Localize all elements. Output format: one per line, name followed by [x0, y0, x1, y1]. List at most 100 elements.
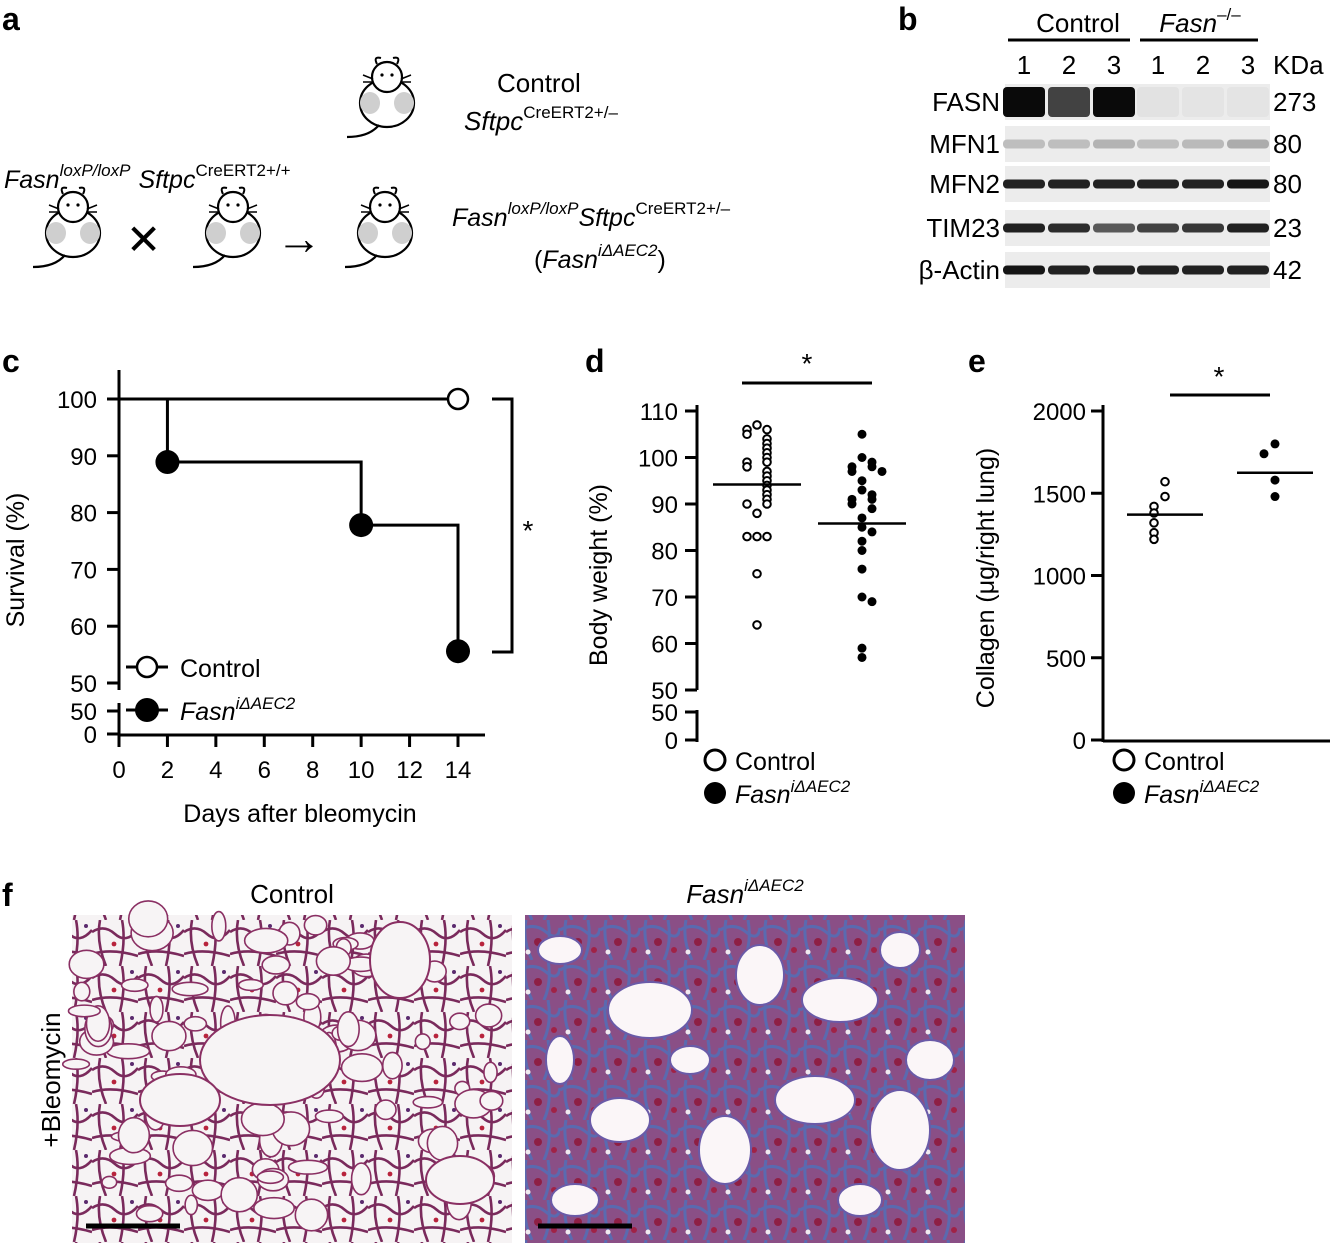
blot-band — [1048, 265, 1090, 275]
data-point — [742, 531, 752, 542]
lane-number: 3 — [1241, 50, 1255, 80]
y-tick-label: 50 — [70, 699, 97, 726]
alveolus — [61, 1058, 91, 1071]
legend-marker-open — [135, 655, 159, 679]
x-tick-label: 14 — [445, 757, 472, 784]
blot-band — [1003, 87, 1045, 117]
data-point — [847, 499, 857, 509]
alveolus — [68, 949, 105, 980]
data-point — [1160, 491, 1170, 502]
legend-label: FasniΔAEC2 — [735, 777, 851, 809]
airspace — [669, 1045, 711, 1075]
legend-label: Control — [1144, 748, 1225, 776]
data-point — [1270, 492, 1280, 502]
data-point — [1270, 475, 1280, 485]
blot-band — [1182, 265, 1224, 275]
blot-band — [1182, 223, 1224, 233]
airway — [199, 1014, 341, 1106]
protein-label: MFN2 — [929, 169, 1000, 199]
data-point — [1160, 476, 1170, 487]
significance-bracket — [492, 397, 514, 654]
airspace — [837, 1183, 883, 1217]
alveolus — [448, 1012, 471, 1031]
blot-band — [1003, 223, 1045, 233]
panel-e-letter: e — [968, 343, 986, 379]
data-point — [1259, 449, 1269, 459]
y-tick-label: 50 — [651, 678, 678, 705]
alveolus — [151, 1020, 187, 1052]
survival-marker — [155, 450, 180, 475]
data-point — [857, 592, 867, 602]
survival-marker — [446, 639, 470, 664]
parent2-sup: CreERT2+/+ — [195, 161, 290, 180]
alveolus — [172, 1129, 214, 1167]
lane-number: 2 — [1062, 50, 1076, 80]
alveolus — [253, 1196, 296, 1220]
data-point — [742, 462, 752, 472]
mouse-icon — [345, 56, 416, 139]
control-label: Control — [497, 68, 581, 98]
legend-label: FasniΔAEC2 — [1144, 777, 1260, 809]
data-point — [857, 652, 867, 662]
data-point — [867, 462, 877, 472]
airway — [139, 1073, 221, 1127]
y-tick-label: 60 — [651, 632, 678, 659]
alveolus — [184, 1194, 199, 1216]
data-point — [857, 476, 867, 486]
alveolus — [127, 900, 169, 938]
airspace — [537, 935, 583, 965]
alveolus — [474, 1003, 503, 1028]
offspring-gene: Fasn — [452, 204, 508, 232]
data-point — [1149, 518, 1159, 528]
airway — [369, 921, 431, 999]
blot-band — [1182, 179, 1224, 189]
y-tick-label: 70 — [651, 585, 678, 612]
blot-band — [1048, 139, 1090, 149]
legend-gene: Fasn — [1144, 781, 1200, 809]
legend-gene-sup: iΔAEC2 — [236, 694, 296, 713]
survival-marker — [349, 513, 374, 538]
blot-band — [1048, 87, 1090, 117]
alveolus — [294, 1198, 329, 1232]
survival-marker — [446, 387, 470, 411]
x-axis-label: Days after bleomycin — [183, 800, 416, 828]
protein-label: β-Actin — [919, 255, 1000, 285]
x-tick-label: 0 — [112, 757, 125, 784]
alveolus — [191, 1179, 225, 1202]
blot-band — [1227, 87, 1269, 117]
legend-gene-sup: iΔAEC2 — [791, 777, 851, 796]
western-blot: FASN 273 MFN1 80 MFN2 80 TIM23 23 β-Actin 42 — [919, 84, 1316, 288]
parent1-gene: Fasn — [4, 166, 60, 194]
control-genotype-line: SftpcCreERT2+/– — [464, 103, 618, 136]
blot-band — [1227, 265, 1269, 275]
legend-label: Control — [180, 655, 261, 683]
alveolus — [256, 1170, 285, 1185]
mouse-icon — [31, 186, 102, 269]
lane-number: 1 — [1151, 50, 1165, 80]
blot-band — [1182, 87, 1224, 117]
histology-col2-title: FasniΔAEC2 — [686, 876, 804, 909]
alveolus — [73, 981, 91, 1002]
blot-band — [1093, 223, 1135, 233]
alveolus — [183, 1015, 208, 1032]
y-tick-label: 110 — [640, 399, 678, 426]
significance-star: * — [1214, 361, 1225, 392]
y-tick-label: 80 — [70, 501, 97, 528]
alveolus — [164, 1174, 194, 1193]
legend-gene: Fasn — [180, 698, 236, 726]
lane-number: 1 — [1017, 50, 1031, 80]
blot-band — [1093, 265, 1135, 275]
blot-band — [1093, 87, 1135, 117]
panel-c-letter: c — [2, 343, 20, 379]
protein-label: MFN1 — [929, 129, 1000, 159]
histology-row-label: +Bleomycin — [36, 1012, 66, 1147]
lane-number: 2 — [1196, 50, 1210, 80]
group-ko-sup: –/– — [1217, 5, 1241, 24]
y-tick-label: 100 — [57, 387, 97, 414]
panel-f-letter: f — [2, 877, 13, 913]
y-tick-label: 70 — [70, 557, 97, 584]
x-tick-label: 8 — [306, 757, 319, 784]
data-point — [857, 513, 867, 523]
